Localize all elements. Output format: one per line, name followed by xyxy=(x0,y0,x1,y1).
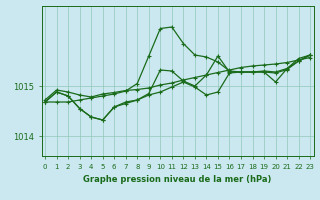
X-axis label: Graphe pression niveau de la mer (hPa): Graphe pression niveau de la mer (hPa) xyxy=(84,175,272,184)
